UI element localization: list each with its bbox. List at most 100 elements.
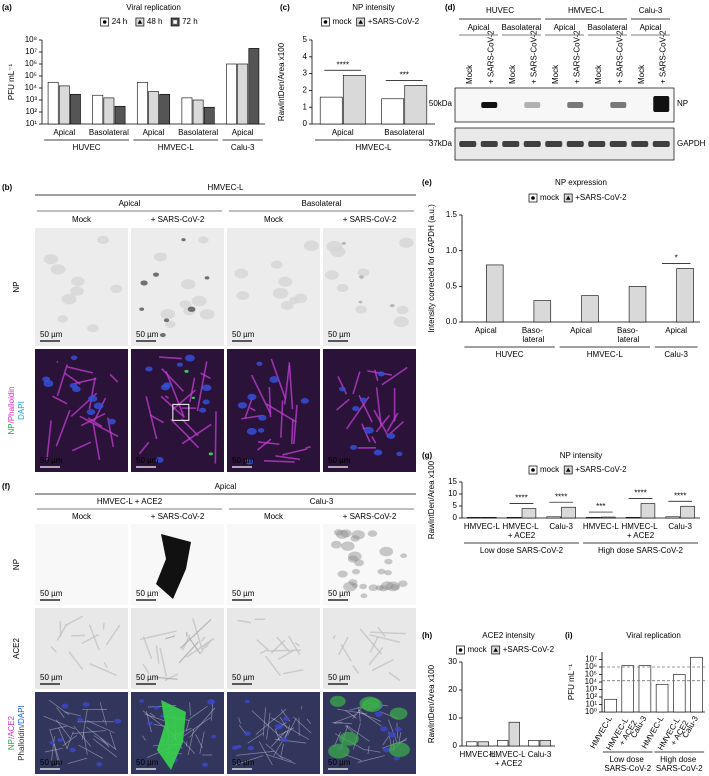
micrograph-cell [278, 276, 293, 287]
micrograph-fiber [371, 436, 377, 444]
legend-marker [531, 196, 535, 200]
micrograph-cell [359, 397, 367, 403]
micrograph-cell [110, 284, 123, 294]
bar [485, 264, 504, 323]
lane-label: Mock [594, 64, 603, 84]
micrograph-cell [328, 743, 350, 759]
gapdh-band [631, 141, 649, 147]
bar [581, 295, 599, 323]
bar [404, 85, 428, 125]
micrograph [35, 608, 128, 689]
gapdh-band [566, 141, 584, 147]
micrograph-cell [380, 581, 394, 591]
panel-label: (e) [422, 178, 432, 187]
micrograph-cell [337, 570, 348, 578]
micrograph-fiber [56, 764, 59, 767]
text-line: + ACE2 [508, 531, 536, 540]
micrograph-fiber [105, 624, 121, 646]
micrograph-fiber [270, 731, 287, 747]
micrograph-cell [114, 718, 122, 724]
micrograph-cell [368, 584, 379, 592]
legend-label: +SARS-CoV-2 [575, 193, 627, 202]
micrograph [131, 228, 224, 346]
micrograph-cell [93, 402, 104, 410]
micrograph-cell [165, 320, 176, 329]
micrograph-fiber [48, 699, 70, 716]
micrograph-cell [343, 581, 357, 592]
column-label: + SARS-CoV-2 [151, 512, 205, 521]
micrograph-fiber [259, 649, 268, 655]
micrograph-cell [393, 316, 409, 328]
micrograph-fiber [336, 398, 350, 411]
micrograph-cell [341, 241, 346, 245]
gapdh-band [588, 141, 606, 147]
micrograph-cell [361, 697, 383, 713]
text-line: Low dose [610, 755, 646, 764]
row-label-part: NP [7, 739, 16, 750]
row-label-part: /ACE2 [7, 715, 16, 739]
lane-label: + SARS-CoV-2 [615, 30, 624, 84]
micrograph-fiber [49, 725, 67, 731]
micrograph-cell [352, 406, 360, 412]
micrograph-cell [236, 744, 242, 749]
micrograph [323, 349, 416, 472]
infected-cell [156, 534, 191, 599]
micrograph-fiber [164, 395, 170, 399]
micrograph-fiber [141, 735, 146, 741]
micrograph-fiber [265, 402, 298, 423]
micrograph-fiber [346, 724, 370, 742]
micrograph-fiber [179, 619, 212, 649]
x-tick-label: Apical [143, 128, 165, 137]
significance: **** [337, 60, 349, 69]
row-label: NP [12, 281, 21, 292]
micrograph-fiber [80, 412, 106, 427]
group-label: HUVEC [73, 143, 101, 152]
row-label-part: DAPI [17, 401, 26, 420]
micrograph-fiber [381, 366, 408, 386]
micrograph-fiber [187, 436, 200, 449]
chart-title: ACE2 intensity [482, 631, 534, 640]
micrograph-fiber [62, 735, 78, 747]
y-tick-label: 10⁸ [25, 35, 37, 44]
y-axis-title: RawIntDen/Area x100 [277, 42, 286, 121]
micrograph-fiber [88, 624, 100, 651]
y-tick-label: 3 [303, 69, 308, 78]
micrograph-fiber [266, 712, 271, 740]
micrograph-fiber [53, 741, 59, 762]
group-label: High dose SARS-CoV-2 [598, 546, 683, 555]
scale-bar-label: 50 µm [40, 456, 63, 465]
legend-marker [102, 20, 107, 24]
significance: *** [596, 502, 605, 511]
micrograph-cell [333, 529, 344, 536]
panel-label: (h) [422, 631, 433, 640]
micrograph-fiber [179, 717, 212, 740]
micrograph-cell [339, 731, 359, 746]
scale-bar-label: 50 µm [232, 330, 255, 339]
y-tick-label: 10 [448, 713, 457, 722]
micrograph-fiber [234, 755, 264, 766]
x-tick-label: HMVEC-L + ACE2 [490, 750, 528, 768]
micrograph-fiber [86, 726, 117, 751]
y-tick-label: 10⁵ [25, 71, 37, 80]
infected-cell [157, 700, 186, 770]
micrograph-fiber [142, 663, 150, 675]
micrograph-fiber [55, 719, 71, 739]
scale-bar-label: 50 µm [40, 758, 63, 767]
micrograph-fiber [273, 730, 289, 756]
bar [690, 656, 703, 713]
text-line: + ACE2 [627, 531, 655, 540]
micrograph-cell [394, 726, 402, 732]
micrograph [323, 608, 416, 689]
gapdh-band [545, 141, 563, 147]
group-label: HMVEC-L [158, 143, 195, 152]
text-line: lateral [523, 335, 545, 344]
group-label: HMVEC-L + ACE2 [97, 497, 163, 506]
micrograph-fiber [276, 636, 290, 653]
micrograph-cell [246, 427, 257, 435]
bar [539, 740, 551, 747]
micrograph [227, 692, 320, 774]
micrograph-cell [330, 540, 342, 549]
significance: **** [515, 494, 527, 503]
micrograph-fiber [352, 665, 360, 674]
